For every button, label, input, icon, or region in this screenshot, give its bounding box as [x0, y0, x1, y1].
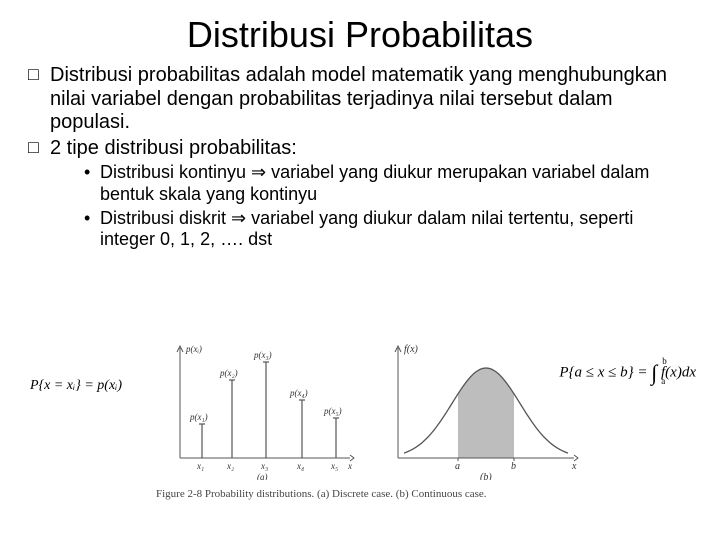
continuous-pdf-chart: f(x) a b x (b) — [382, 340, 582, 480]
slide-title: Distribusi Probabilitas — [0, 0, 720, 64]
sub-bullet-2: Distribusi diskrit ⇒ variabel yang diuku… — [84, 208, 692, 251]
svg-text:x₄: x₄ — [296, 461, 304, 471]
svg-text:b: b — [511, 461, 516, 472]
svg-text:a: a — [455, 461, 460, 472]
figures-area: P{x = xᵢ} = p(xᵢ) P{a ≤ x ≤ b} = ∫ba f(x… — [30, 336, 690, 526]
bullet-2: 2 tipe distribusi probabilitas: Distribu… — [28, 137, 692, 251]
bullet-1: Distribusi probabilitas adalah model mat… — [28, 64, 692, 135]
integral-lower: a — [661, 376, 665, 386]
integral-glyph: ∫ — [651, 360, 657, 385]
sub-bullet-list: Distribusi kontinyu ⇒ variabel yang diuk… — [50, 162, 692, 250]
content-block: Distribusi probabilitas adalah model mat… — [0, 64, 720, 251]
svg-text:p(x₂): p(x₂) — [219, 368, 238, 378]
discrete-equation: P{x = xᵢ} = p(xᵢ) — [30, 378, 122, 394]
svg-text:x₁: x₁ — [196, 461, 204, 471]
main-bullet-list: Distribusi probabilitas adalah model mat… — [28, 64, 692, 251]
integral-sign: ∫ba — [651, 360, 657, 386]
svg-text:p(xᵢ): p(xᵢ) — [185, 344, 202, 354]
svg-text:x₂: x₂ — [226, 461, 234, 471]
svg-text:f(x): f(x) — [404, 344, 419, 355]
svg-text:x: x — [347, 461, 352, 471]
svg-text:p(x₃): p(x₃) — [253, 350, 272, 360]
sub-bullet-1: Distribusi kontinyu ⇒ variabel yang diuk… — [84, 162, 692, 205]
svg-text:p(x₁): p(x₁) — [189, 412, 208, 422]
svg-text:(b): (b) — [480, 472, 492, 480]
svg-text:(a): (a) — [257, 472, 268, 480]
svg-text:x: x — [571, 461, 577, 472]
svg-text:x₅: x₅ — [330, 461, 338, 471]
svg-text:p(x₅): p(x₅) — [323, 406, 342, 416]
integral-upper: b — [662, 356, 667, 366]
svg-text:p(x₄): p(x₄) — [289, 388, 308, 398]
discrete-pmf-chart: p(xᵢ) x₁ p(x₁) x₂ p(x₂) x₃ p(x₃) x₄ p(x₄) x₅ p(x₅)… — [168, 340, 358, 480]
svg-text:x₃: x₃ — [260, 461, 268, 471]
bullet-2-text: 2 tipe distribusi probabilitas: — [50, 137, 297, 159]
figure-caption: Figure 2-8 Probability distributions. (a… — [156, 488, 487, 500]
